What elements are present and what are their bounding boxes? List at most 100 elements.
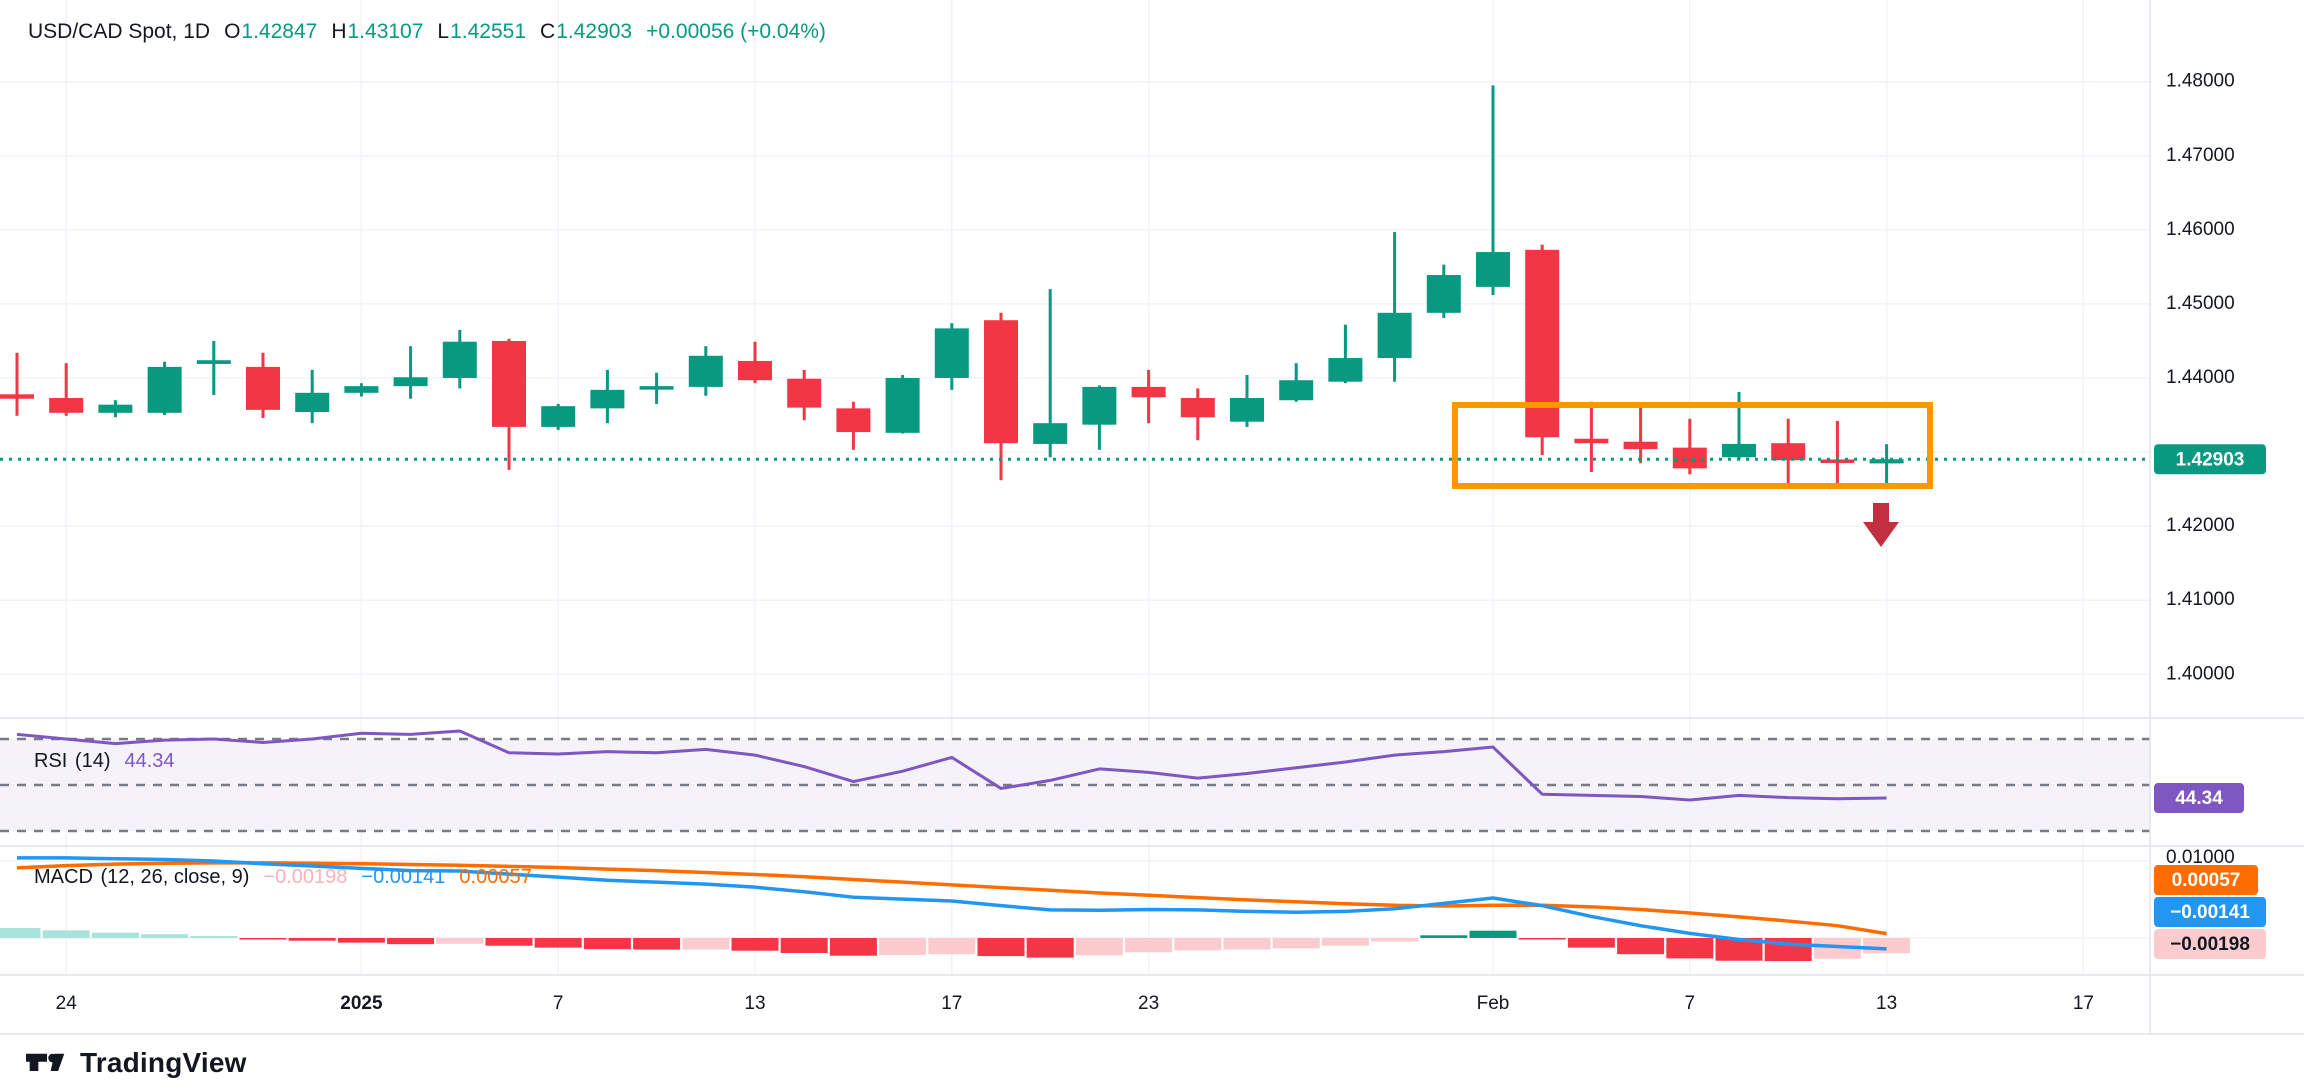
macd-line: [17, 856, 1887, 951]
time-axis-label[interactable]: 2025: [340, 993, 383, 1014]
macd-signal-line: [16, 861, 1887, 936]
macd-line-value: −0.00141: [361, 866, 446, 888]
price-axis-label[interactable]: 1.48000: [2166, 71, 2235, 92]
candle-body: [885, 378, 920, 433]
candle-wick: [409, 346, 413, 399]
macd-histogram-bar: [387, 938, 435, 945]
macd-histogram-bar: [190, 936, 238, 938]
price-axis-label[interactable]: 1.46000: [2166, 219, 2235, 240]
macd-histogram-bar: [928, 938, 976, 955]
price-axis-label[interactable]: 1.40000: [2166, 663, 2235, 684]
macd-histogram-bar: [633, 938, 681, 950]
macd-line-badge-text: −0.00141: [2170, 902, 2250, 923]
price-axis-label[interactable]: 1.41000: [2166, 589, 2235, 610]
rsi-value-badge-text: 44.34: [2175, 788, 2223, 809]
candle-wick: [1048, 289, 1052, 458]
macd-histogram-bar: [534, 938, 582, 948]
candle-body: [1771, 443, 1806, 461]
symbol-header[interactable]: USD/CAD Spot, 1D O 1.42847 H 1.43107 L 1.42…: [28, 20, 826, 44]
candle-body: [1869, 459, 1904, 464]
macd-histogram-bar: [977, 938, 1025, 957]
candle-wick: [1688, 418, 1692, 475]
macd-histogram-bar: [1075, 938, 1123, 956]
macd-histogram-bar: [288, 938, 336, 941]
macd-histogram-bar: [1567, 938, 1615, 948]
macd-hist-badge-text: −0.00198: [2170, 934, 2250, 955]
candle-body: [1033, 423, 1068, 444]
time-axis-label[interactable]: 7: [553, 993, 564, 1014]
candle-wick: [1393, 232, 1397, 382]
time-axis-label[interactable]: 13: [1876, 993, 1897, 1014]
candle-body: [1082, 386, 1117, 425]
highlight-box-annotation[interactable]: [1452, 402, 1933, 489]
time-axis-label[interactable]: 23: [1138, 993, 1159, 1014]
candle-body: [541, 406, 576, 427]
candle-body: [1525, 249, 1560, 438]
tradingview-logo-text: TradingView: [80, 1047, 247, 1078]
price-axis-label[interactable]: 1.47000: [2166, 145, 2235, 166]
macd-histogram-bar: [829, 938, 877, 956]
macd-histogram-bar: [1223, 938, 1271, 950]
rsi-header[interactable]: RSI (14) 44.34: [34, 750, 175, 773]
macd-histogram-bar: [239, 938, 287, 940]
macd-histogram-bar: [436, 938, 484, 944]
candle-body: [98, 404, 133, 413]
candle-body: [1279, 380, 1314, 401]
candle-body: [934, 328, 969, 378]
macd-hist-badge: [2154, 929, 2266, 959]
time-axis-label[interactable]: 24: [56, 993, 78, 1014]
macd-histogram-bar: [1617, 938, 1665, 955]
candle-body: [1328, 358, 1363, 382]
macd-histogram-bar: [682, 938, 730, 950]
time-axis-label[interactable]: 13: [744, 993, 765, 1014]
candle-body: [1722, 443, 1756, 458]
macd-histogram-bar: [91, 932, 139, 938]
macd-histogram-bar: [42, 930, 90, 938]
macd-histogram-bar: [583, 938, 631, 950]
candle-body: [787, 378, 822, 408]
time-axis-label[interactable]: 17: [2073, 993, 2094, 1014]
price-axis-label[interactable]: 1.45000: [2166, 293, 2235, 314]
macd-histogram-bar: [780, 938, 828, 954]
candle-body: [688, 355, 723, 387]
price-axis-label[interactable]: 1.42000: [2166, 515, 2235, 536]
price-axis-label[interactable]: 1.44000: [2166, 367, 2235, 388]
candle-body: [1672, 447, 1707, 469]
candle-body: [442, 341, 477, 378]
down-arrow-annotation[interactable]: [1863, 503, 1899, 547]
tradingview-branding[interactable]: TradingView: [26, 1044, 247, 1082]
ohlc-close: C 1.42903: [540, 20, 633, 43]
candle-wick: [64, 363, 68, 416]
last-price-badge-text: 1.42903: [2176, 449, 2245, 470]
change-value: +0.00056 (+0.04%): [646, 20, 826, 43]
candle-body: [1131, 386, 1166, 398]
candle-body: [492, 340, 526, 427]
candle-wick: [1639, 403, 1643, 464]
macd-histogram-bar: [1863, 938, 1911, 954]
macd-histogram-bar: [1420, 935, 1468, 938]
candle-body: [1574, 438, 1609, 444]
candle-body: [196, 360, 231, 364]
candle-wick: [1737, 392, 1741, 460]
candle-body: [246, 366, 280, 410]
rsi-title: RSI (14): [34, 750, 111, 772]
time-axis-label[interactable]: 7: [1685, 993, 1696, 1014]
time-axis-label[interactable]: Feb: [1477, 993, 1510, 1014]
macd-line-badge: [2154, 897, 2266, 927]
symbol-title[interactable]: USD/CAD Spot, 1D: [28, 20, 211, 43]
candle-wick: [1885, 444, 1889, 486]
candle-body: [147, 366, 182, 413]
rsi-value-badge: [2154, 783, 2244, 814]
candle-body: [1820, 459, 1855, 463]
macd-signal-badge-text: 0.00057: [2172, 870, 2241, 891]
candle-body: [1377, 312, 1412, 359]
candle-body: [49, 397, 84, 413]
time-axis-label[interactable]: 17: [941, 993, 962, 1014]
candle-body: [1426, 275, 1461, 313]
macd-histogram-bar: [1715, 938, 1763, 961]
macd-axis-label[interactable]: 0.01000: [2166, 847, 2235, 868]
macd-header[interactable]: MACD (12, 26, close, 9) −0.00198 −0.0014…: [34, 866, 532, 889]
rsi-value: 44.34: [124, 750, 175, 772]
